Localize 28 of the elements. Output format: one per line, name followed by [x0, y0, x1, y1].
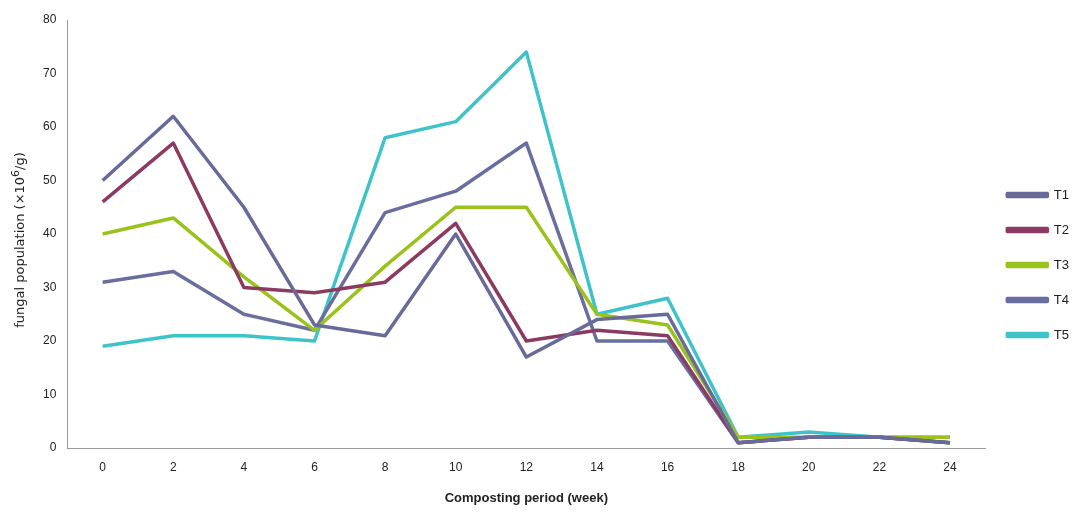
y-tick-label: 30	[42, 279, 57, 294]
x-tick-label: 24	[943, 459, 958, 474]
legend-label: T5	[1053, 326, 1069, 342]
x-tick-label: 12	[519, 459, 534, 474]
x-tick-label: 20	[802, 459, 816, 474]
y-tick-label: 60	[42, 119, 57, 134]
y-tick-label: 70	[42, 65, 57, 80]
y-tick-label: 50	[42, 172, 57, 187]
y-tick-label: 0	[49, 440, 57, 455]
x-tick-label: 6	[311, 459, 319, 474]
y-tick-label: 20	[42, 333, 57, 348]
y-tick-label: 40	[42, 226, 57, 241]
x-tick-label: 18	[731, 459, 746, 474]
y-tick-label: 10	[42, 386, 57, 401]
y-tick-label: 80	[42, 12, 57, 27]
x-tick-label: 4	[240, 459, 248, 474]
x-tick-label: 16	[660, 459, 675, 474]
x-tick-label: 22	[872, 459, 887, 474]
x-tick-label: 0	[99, 459, 107, 474]
legend-label: T1	[1053, 186, 1069, 202]
x-axis-title: Composting period (week)	[444, 489, 608, 505]
x-tick-label: 14	[590, 459, 604, 474]
x-tick-label: 8	[381, 459, 389, 474]
x-tick-label: 10	[449, 459, 463, 474]
x-tick-label: 2	[169, 459, 177, 474]
legend-label: T4	[1053, 291, 1069, 307]
legend-label: T2	[1053, 221, 1069, 237]
legend-label: T3	[1053, 256, 1069, 272]
